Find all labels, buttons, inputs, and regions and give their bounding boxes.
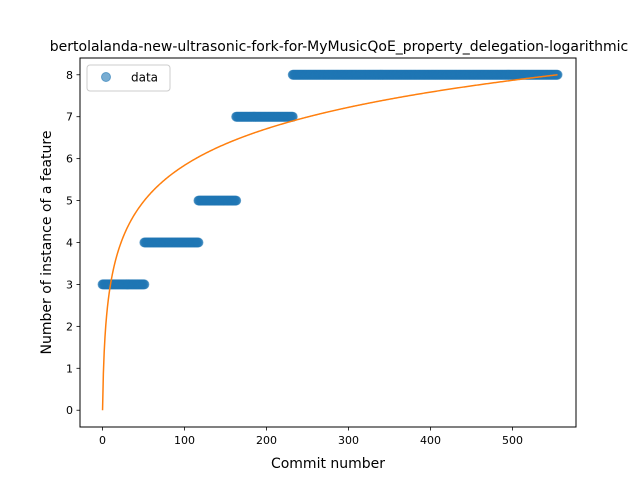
- data-points-level-3: [97, 279, 150, 290]
- x-tick-label: 100: [174, 434, 195, 447]
- x-tick-label: 400: [420, 434, 441, 447]
- y-axis-label: Number of instance of a feature: [39, 131, 55, 355]
- data-points-level-8: [287, 69, 563, 80]
- y-tick-label: 5: [66, 195, 73, 208]
- legend-box: [86, 64, 171, 92]
- fit-curve-line: [101, 74, 558, 411]
- y-tick-label: 6: [66, 153, 73, 166]
- x-tick-label: 500: [502, 434, 523, 447]
- y-tick-label: 2: [66, 320, 73, 333]
- data-points-level-4: [139, 237, 204, 248]
- x-tick-label: 0: [99, 434, 106, 447]
- y-tick-label: 8: [66, 69, 73, 82]
- data-point: [139, 279, 150, 290]
- data-points-level-7: [231, 111, 298, 122]
- y-tick-label: 0: [66, 404, 73, 417]
- y-axis-ticks: 0 1 2 3 4 5 6 7 8: [66, 69, 80, 417]
- data-point: [193, 237, 204, 248]
- y-tick-label: 4: [66, 237, 73, 250]
- y-tick-label: 3: [66, 278, 73, 291]
- legend-marker-data: [101, 72, 111, 82]
- y-tick-label: 7: [66, 111, 73, 124]
- x-tick-label: 300: [338, 434, 359, 447]
- chart-title: bertolalanda-new-ultrasonic-fork-for-MyM…: [50, 39, 628, 55]
- legend: data: [86, 64, 171, 92]
- x-axis-ticks: 0 100 200 300 400 500: [99, 427, 523, 447]
- data-points-level-5: [193, 195, 242, 206]
- x-tick-label: 200: [256, 434, 277, 447]
- y-tick-label: 1: [66, 362, 73, 375]
- data-point: [231, 195, 242, 206]
- x-axis-label: Commit number: [271, 456, 385, 472]
- data-layer: [97, 69, 563, 411]
- legend-label-data: data: [131, 71, 158, 85]
